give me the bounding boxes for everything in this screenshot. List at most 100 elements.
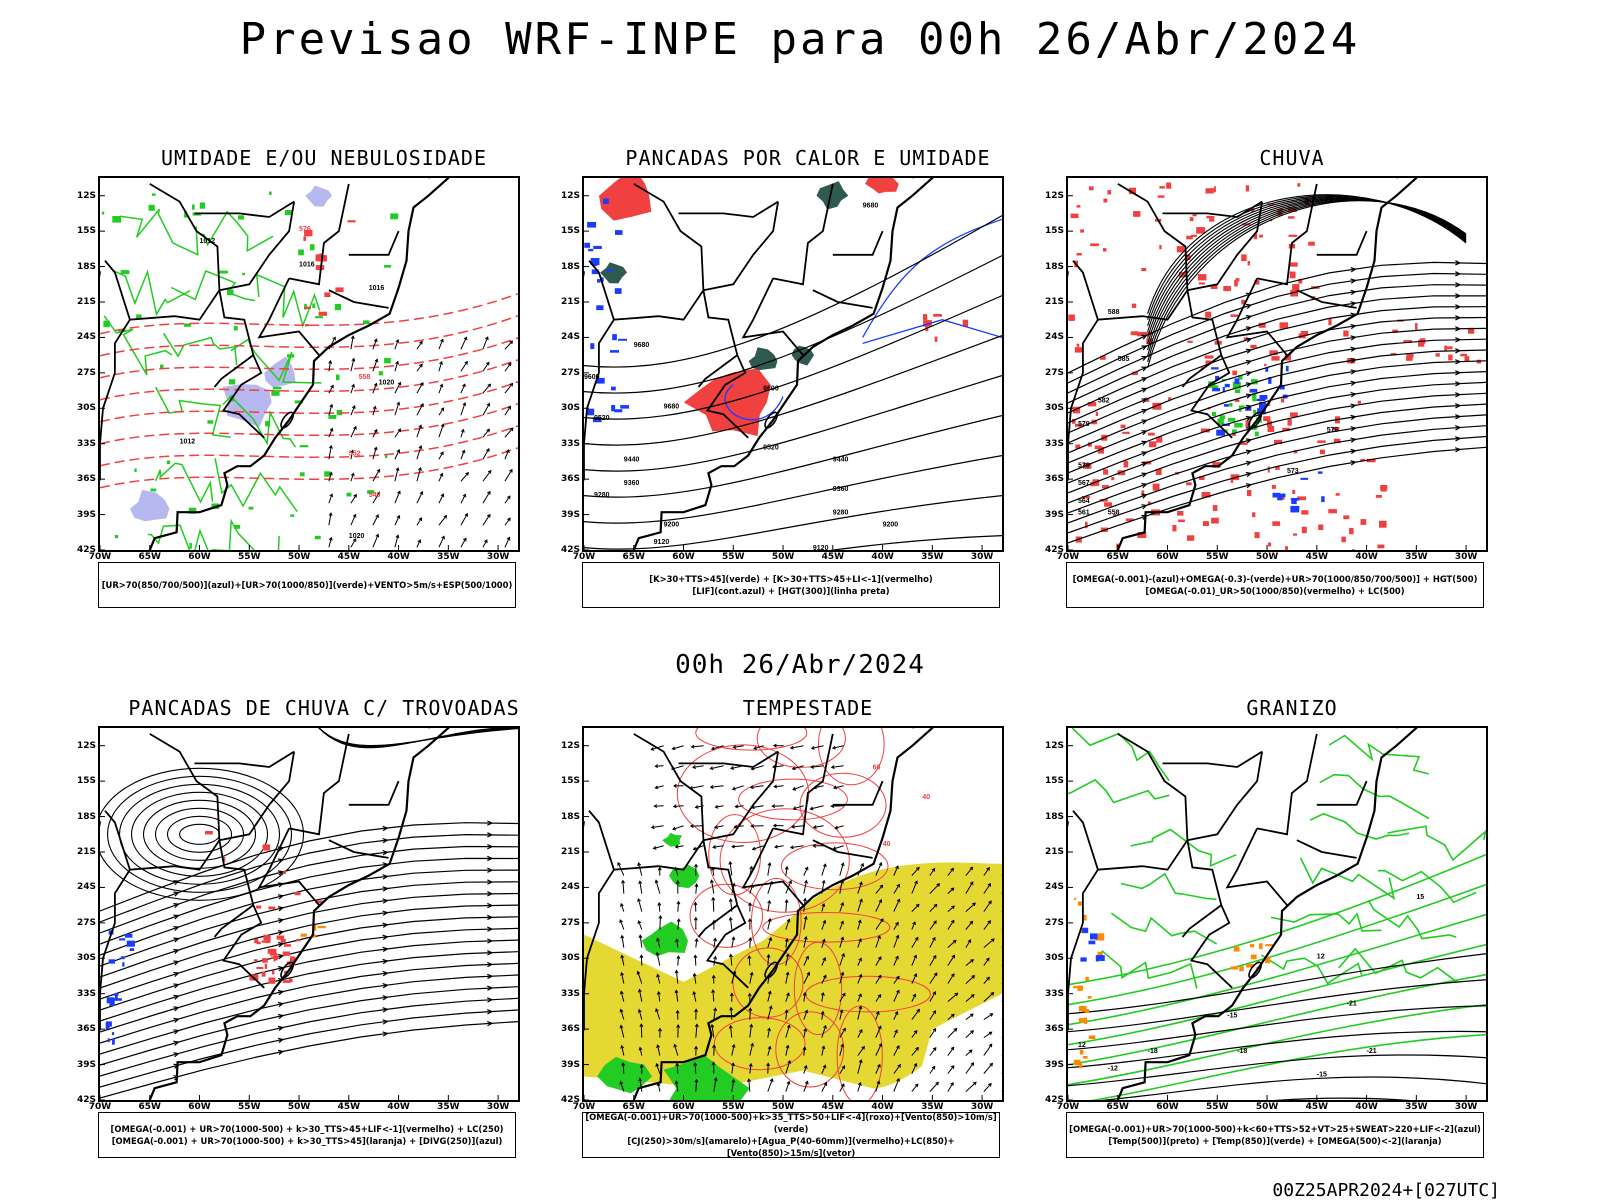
wind-arrow (660, 916, 661, 930)
lat-tick-label: 33S (558, 989, 580, 999)
shaded-speck (1089, 941, 1096, 945)
temp850-line (1068, 945, 1486, 1045)
shaded-speck (1263, 416, 1270, 421)
shaded-speck (229, 379, 235, 384)
shaded-speck (1068, 315, 1075, 321)
lon-tick-label: 70W (1053, 552, 1083, 562)
contour-label: 12 (1317, 953, 1325, 960)
shaded-speck (1206, 188, 1214, 193)
shaded-speck (1232, 371, 1237, 376)
shaded-speck (588, 249, 593, 251)
contour-label: 576 (299, 226, 311, 233)
lat-tick-label: 27S (558, 368, 580, 378)
lat-tick-label: 18S (74, 262, 96, 272)
lon-tick-label: 55W (234, 1102, 264, 1112)
shaded-speck (1376, 495, 1382, 498)
wind-arrow (439, 516, 447, 526)
wind-arrow (750, 1008, 751, 1019)
shaded-speck (303, 237, 306, 241)
shaded-speck (1247, 490, 1251, 496)
shaded-speck (1141, 268, 1146, 271)
shaded-speck (1293, 534, 1297, 536)
shaded-speck (1255, 532, 1260, 538)
shaded-speck (1078, 902, 1083, 906)
shaded-speck (290, 514, 294, 517)
panel-trovoadas: PANCADAS DE CHUVA C/ TROVOADAS [OMEGA(-0… (74, 696, 574, 1176)
shaded-speck (1177, 511, 1183, 516)
lon-tick-label: 35W (917, 552, 947, 562)
shaded-speck (227, 290, 234, 296)
shaded-speck (312, 303, 315, 308)
contour-label: 588 (1108, 309, 1120, 316)
shaded-speck (615, 288, 622, 294)
contour-label: 582 (1098, 397, 1110, 404)
contour-label: -15 (1317, 1071, 1327, 1078)
shaded-speck (1272, 485, 1276, 489)
country-border (743, 278, 803, 355)
shaded-speck (219, 271, 228, 274)
contour-label: 1016 (369, 285, 385, 292)
country-border (349, 781, 399, 805)
legend-line: [OMEGA(-0.001)+UR>70(1000-500)+k>35_TTS>… (583, 1111, 999, 1135)
shaded-speck (1172, 525, 1176, 532)
shaded-speck (109, 959, 115, 963)
shaded-speck (119, 938, 125, 940)
shaded-speck (315, 536, 321, 540)
lat-tick-label: 21S (74, 297, 96, 307)
shaded-speck (1133, 211, 1140, 217)
shaded-speck (114, 998, 122, 1001)
hgt-line (584, 456, 1002, 524)
shaded-speck (612, 334, 617, 340)
lon-tick-label: 50W (768, 552, 798, 562)
shaded-speck (324, 292, 330, 297)
shaded-speck (1080, 1050, 1084, 1055)
shaded-speck (256, 906, 261, 909)
shaded-speck (1224, 404, 1229, 407)
lat-tick-label: 18S (1042, 812, 1064, 822)
lat-tick-label: 27S (1042, 368, 1064, 378)
country-border (1257, 734, 1317, 834)
contour-label: -18 (1237, 1048, 1247, 1055)
shaded-speck (1343, 515, 1349, 519)
wind-arrow (483, 471, 491, 482)
shaded-speck (1292, 284, 1299, 291)
temp500-line (1068, 1077, 1486, 1100)
streamline (100, 894, 518, 978)
shaded-speck (269, 192, 272, 196)
lif-contour (863, 320, 1002, 344)
shaded-speck (1328, 509, 1337, 513)
lon-tick-label: 40W (868, 552, 898, 562)
lon-tick-label: 50W (1252, 1102, 1282, 1112)
shaded-speck (273, 387, 282, 389)
shaded-speck (1317, 440, 1326, 443)
shaded-speck (256, 967, 263, 969)
shaded-speck (1268, 466, 1270, 472)
shaded-speck (265, 421, 270, 427)
shaded-speck (283, 871, 286, 874)
country-border (289, 734, 349, 834)
shaded-speck (1124, 461, 1129, 468)
lon-tick-label: 65W (1103, 1102, 1133, 1112)
shaded-area (305, 186, 332, 207)
lon-tick-label: 70W (569, 1102, 599, 1112)
lat-tick-label: 12S (74, 741, 96, 751)
country-border (100, 870, 130, 1100)
shaded-speck (134, 468, 136, 472)
contour-label: -21 (1367, 1048, 1377, 1055)
wind-arrow (461, 362, 467, 372)
shaded-speck (300, 472, 305, 476)
lon-tick-label: 40W (1352, 552, 1382, 562)
shaded-speck (1214, 186, 1216, 192)
shaded-speck (1379, 521, 1387, 528)
contour-label: 585 (1118, 356, 1130, 363)
wind-arrow (373, 535, 378, 548)
country-border (1073, 811, 1143, 870)
lat-tick-label: 15S (1042, 226, 1064, 236)
contour-label: 12 (1078, 1042, 1086, 1049)
shaded-speck (1321, 496, 1324, 502)
shaded-speck (107, 997, 115, 1003)
shaded-speck (603, 199, 609, 204)
shaded-speck (249, 507, 254, 510)
